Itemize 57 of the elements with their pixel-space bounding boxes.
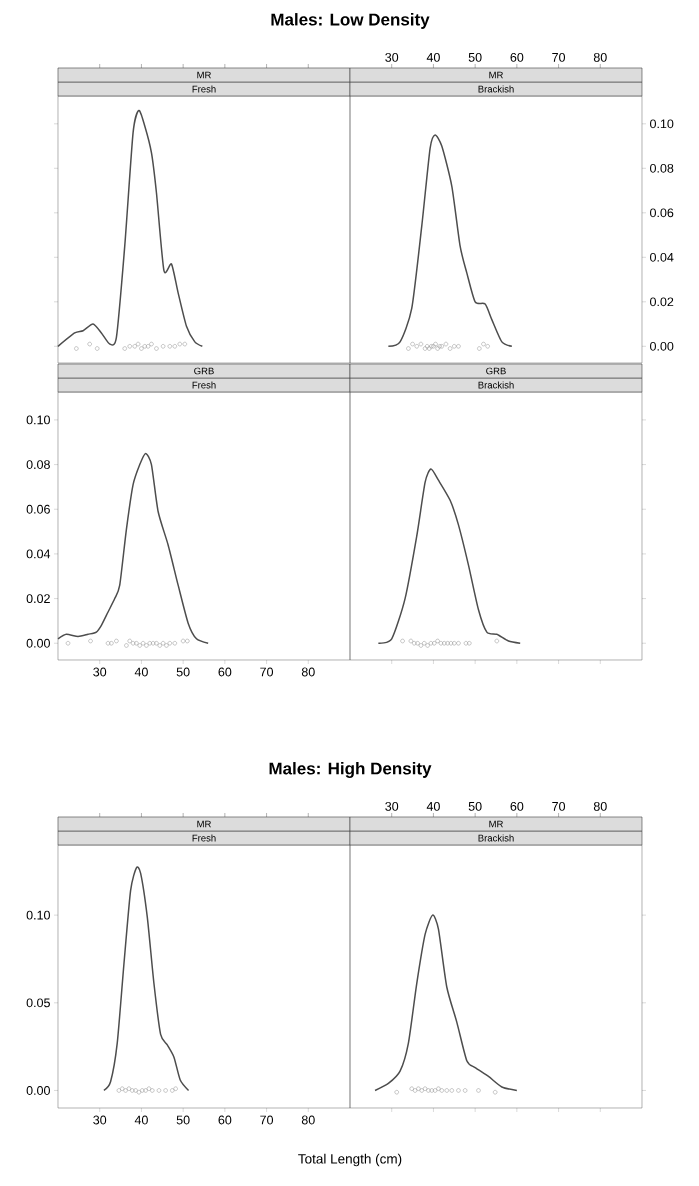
x-tick-label: 60 (510, 52, 524, 62)
chart-title: MR (197, 820, 211, 828)
x-tick-label: 60 (218, 1115, 232, 1125)
y-tick-label: 0.06 (26, 504, 50, 514)
text: Males: High Density (269, 762, 432, 778)
x-tick-label: 30 (93, 667, 107, 677)
y-tick-label: 0.10 (26, 415, 50, 425)
line-series (103, 866, 190, 1092)
x-tick-label: 50 (468, 801, 482, 811)
x-tick-label: 50 (176, 1115, 190, 1125)
x-tick-label: 50 (176, 667, 190, 677)
x-tick-label: 60 (510, 801, 524, 811)
x-tick-label: 40 (134, 1115, 148, 1125)
x-tick-label: 40 (426, 52, 440, 62)
chart-subtitle: Fresh (192, 834, 216, 842)
y-tick-label: 0.02 (650, 297, 674, 307)
x-tick-label: 80 (593, 801, 607, 811)
y-tick-label: 0.08 (26, 460, 50, 469)
y-tick-label: 0.06 (650, 208, 674, 218)
x-tick-label: 30 (93, 1115, 107, 1125)
x-tick-label: 70 (552, 52, 566, 62)
chart-title: GRB (194, 367, 214, 375)
chart-title: MR (489, 820, 503, 828)
chart-title: GRB (486, 367, 506, 375)
y-tick-label: 0.02 (26, 594, 50, 603)
x-tick-label: 70 (260, 667, 274, 677)
x-tick-label: 70 (260, 1115, 274, 1125)
x-tick-label: 80 (301, 1115, 315, 1125)
chart-subtitle: Brackish (478, 381, 514, 389)
y-tick-label: 0.00 (26, 1086, 50, 1095)
y-tick-label: 0.00 (650, 341, 674, 351)
x-tick-label: 80 (301, 667, 315, 677)
x-tick-label: 70 (552, 801, 566, 811)
x-tick-label: 40 (134, 667, 148, 677)
chart-title: MR (197, 71, 211, 79)
x-tick-label: 30 (385, 52, 399, 62)
x-axis-title: Total Length (cm) (298, 1153, 402, 1167)
y-tick-label: 0.10 (26, 910, 50, 920)
chart-subtitle: Brackish (478, 834, 514, 842)
chart-subtitle: Fresh (192, 381, 216, 389)
y-tick-label: 0.04 (26, 549, 51, 559)
x-tick-label: 80 (593, 52, 607, 62)
x-tick-label: 60 (218, 667, 232, 677)
chart-title: MR (489, 71, 503, 79)
line-series (387, 134, 513, 348)
text: Males: Low Density (271, 13, 430, 29)
y-tick-label: 0.10 (650, 119, 674, 129)
line-series (57, 452, 209, 644)
chart-subtitle: Fresh (192, 85, 216, 93)
y-tick-label: 0.05 (26, 998, 50, 1008)
y-tick-label: 0.00 (26, 638, 50, 648)
chart-subtitle: Brackish (478, 85, 514, 93)
y-tick-label: 0.08 (650, 163, 674, 173)
x-tick-label: 30 (385, 801, 399, 811)
x-tick-label: 40 (426, 801, 440, 811)
x-tick-label: 50 (468, 52, 482, 62)
y-tick-label: 0.04 (650, 252, 674, 262)
